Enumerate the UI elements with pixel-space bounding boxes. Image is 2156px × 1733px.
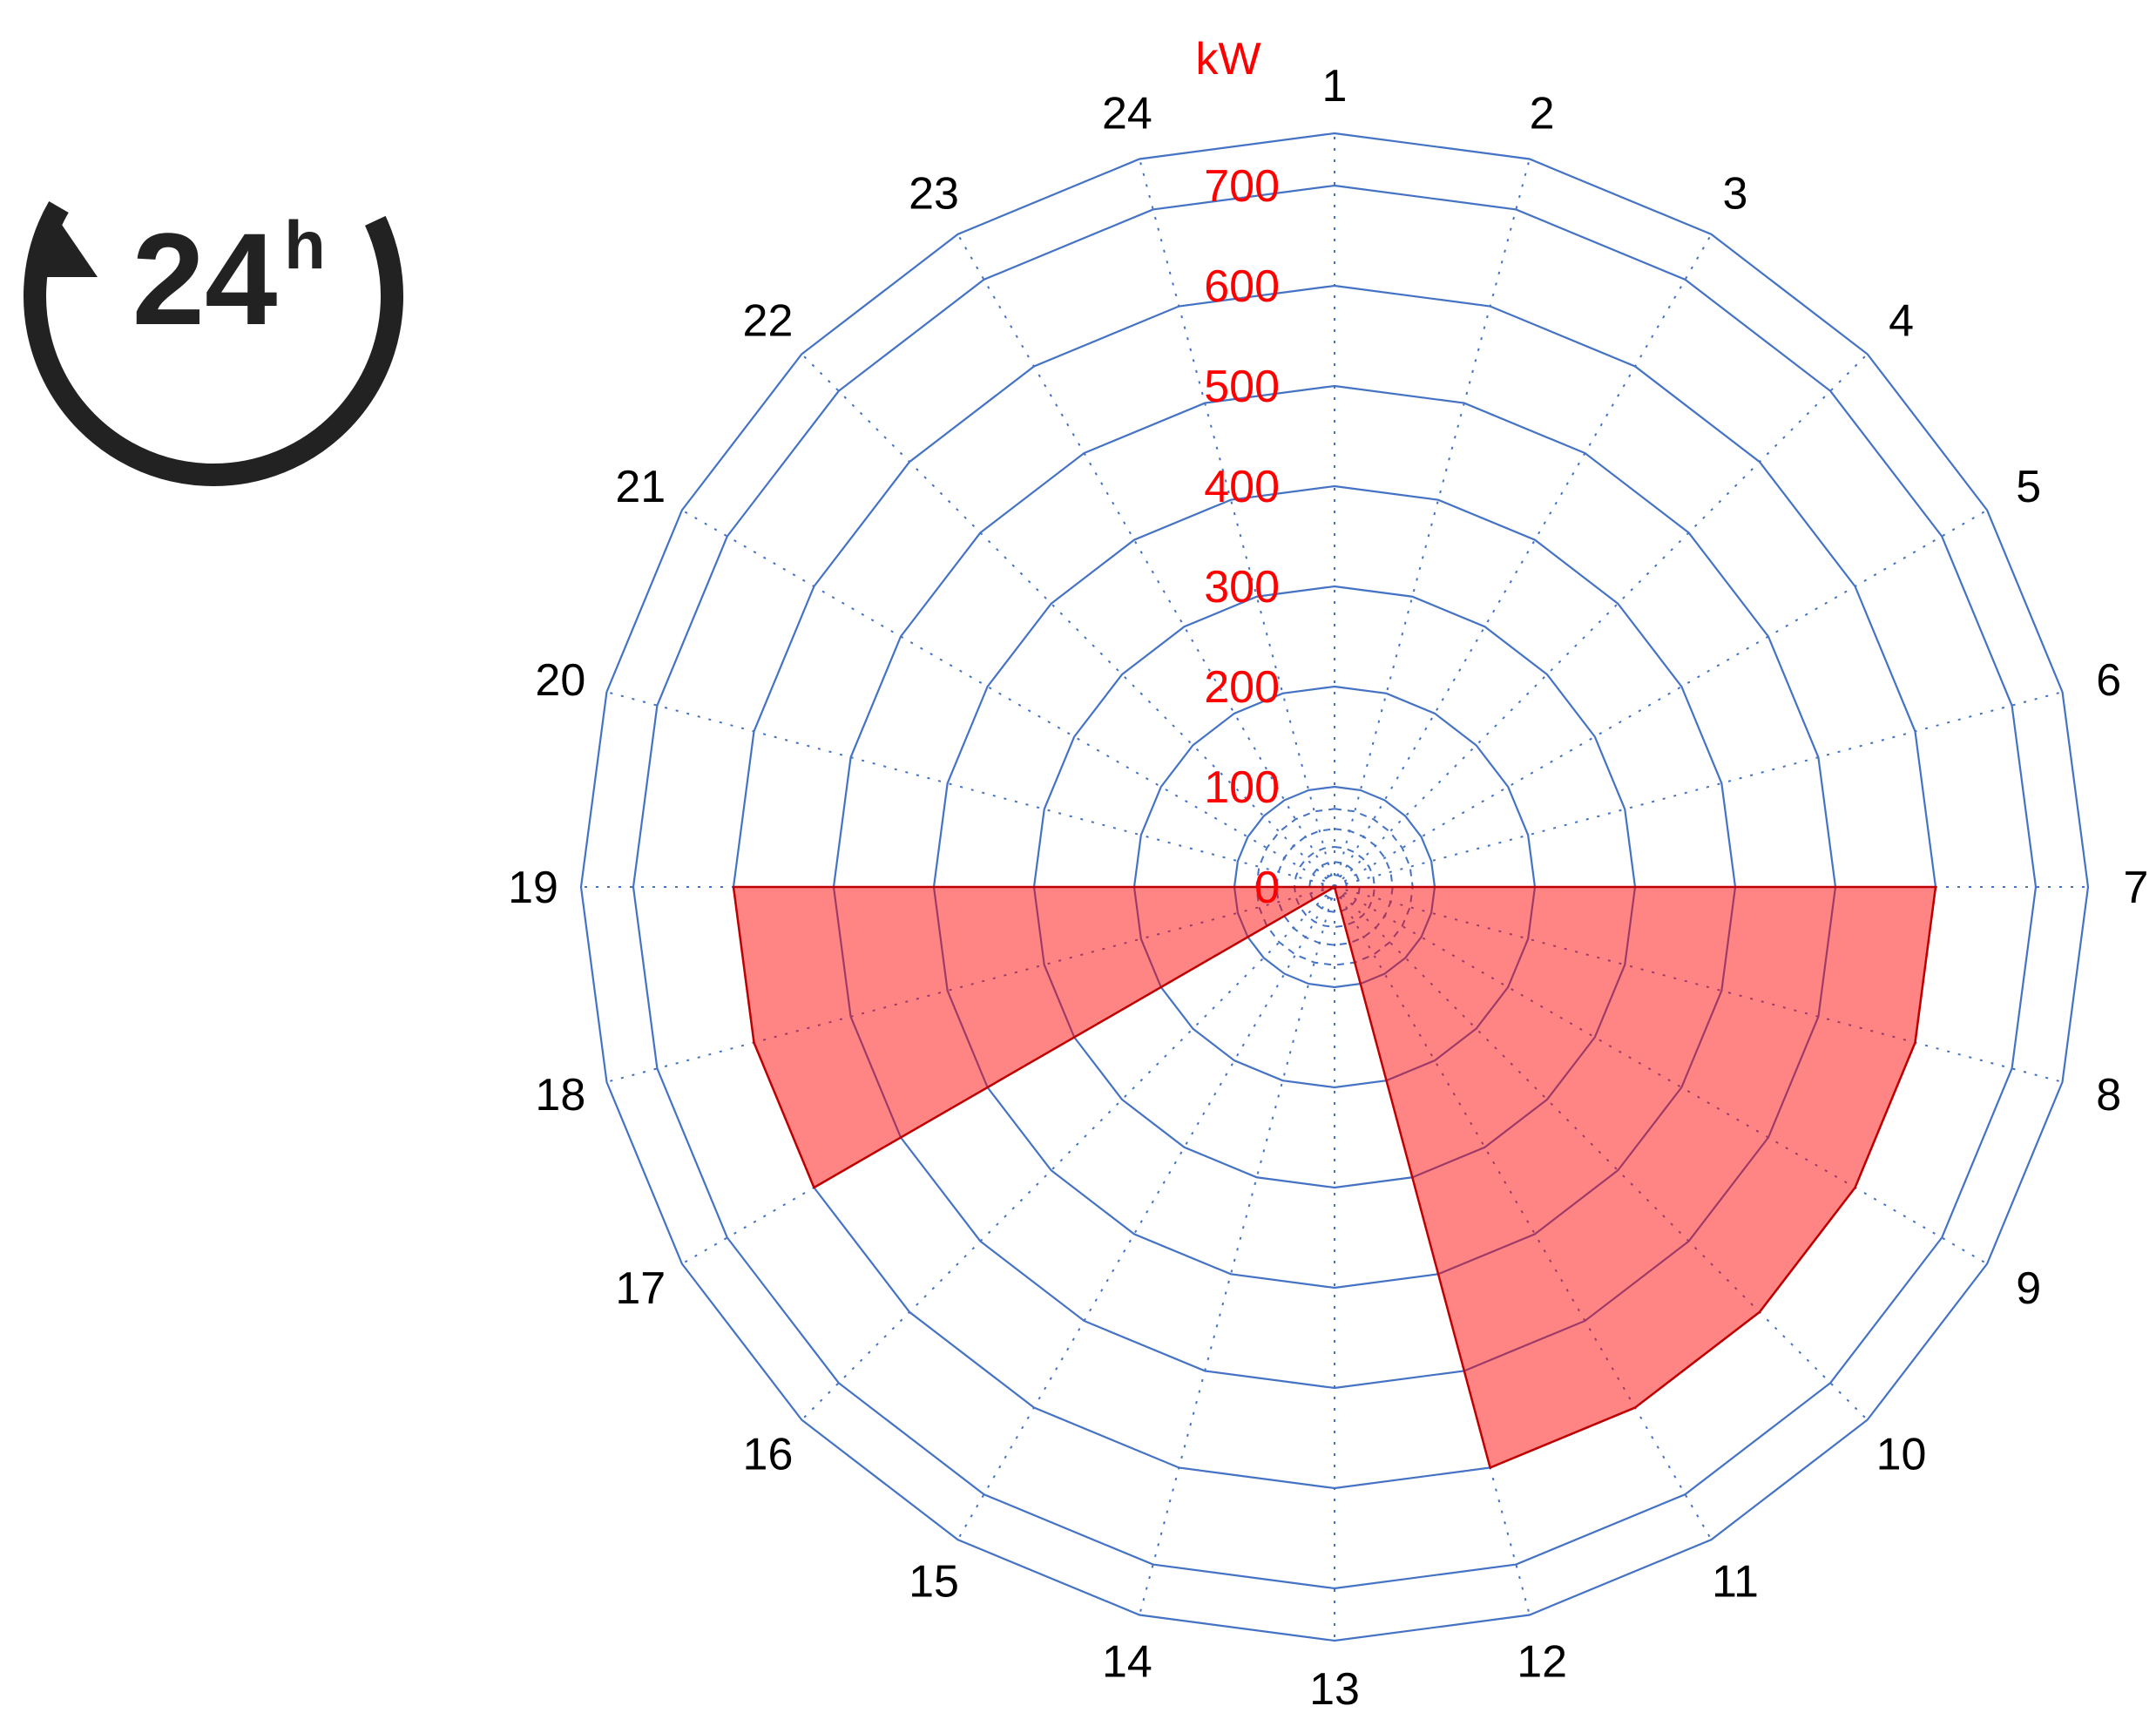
hour-label: 20 bbox=[535, 655, 585, 706]
grid-spoke bbox=[956, 234, 1335, 888]
hour-label: 8 bbox=[2096, 1070, 2121, 1120]
unit-label: kW bbox=[1195, 34, 1260, 85]
hour-label: 21 bbox=[615, 462, 666, 512]
grid-spoke bbox=[606, 886, 1335, 1083]
grid-spoke bbox=[681, 509, 1335, 888]
grid-spoke bbox=[801, 353, 1335, 888]
grid-spoke bbox=[1334, 886, 2063, 1083]
grid-spoke bbox=[1334, 886, 1988, 1265]
hour-label: 13 bbox=[1309, 1664, 1360, 1715]
radial-tick-label: 400 bbox=[1204, 462, 1280, 512]
hour-label: 11 bbox=[1712, 1557, 1759, 1608]
grid-ring bbox=[1032, 585, 1637, 1189]
grid-spoke bbox=[1334, 159, 1531, 888]
grid-spoke bbox=[956, 886, 1335, 1540]
radial-tick-labels: 0 100 200 300 400 500 600 700 bbox=[1204, 161, 1280, 913]
grid-ring bbox=[1255, 808, 1414, 966]
grid-ring bbox=[1233, 785, 1436, 989]
radial-tick-label: 200 bbox=[1204, 662, 1280, 713]
grid-spoke bbox=[1139, 159, 1335, 888]
grid-outer-ring bbox=[579, 132, 2090, 1642]
hour-label: 9 bbox=[2016, 1263, 2041, 1314]
grid-spoke bbox=[1334, 886, 1869, 1421]
radial-tick-label: 100 bbox=[1204, 762, 1280, 813]
24h-cycle-icon: 24 h bbox=[24, 201, 403, 486]
hour-label: 24 bbox=[1102, 88, 1152, 139]
radial-tick-label: 500 bbox=[1204, 362, 1280, 412]
hour-label: 2 bbox=[1530, 88, 1555, 139]
grid-ring bbox=[1293, 845, 1376, 929]
grid-ring bbox=[932, 484, 1737, 1290]
icon-number: 24 bbox=[132, 206, 278, 352]
hour-label: 5 bbox=[2016, 462, 2041, 512]
hour-label: 3 bbox=[1723, 168, 1748, 219]
hour-label: 18 bbox=[535, 1070, 585, 1120]
icon-suffix: h bbox=[284, 206, 326, 283]
grid-spoke bbox=[1334, 234, 1713, 888]
series-area bbox=[732, 885, 1937, 1469]
hour-label: 22 bbox=[743, 295, 794, 346]
grid-spoke bbox=[1139, 886, 1335, 1615]
hour-label: 6 bbox=[2096, 655, 2121, 706]
hour-label: 17 bbox=[615, 1263, 666, 1314]
hour-label: 12 bbox=[1517, 1637, 1567, 1688]
radial-tick-label: 300 bbox=[1204, 562, 1280, 613]
grid-spoke bbox=[606, 691, 1335, 888]
hour-label: 14 bbox=[1102, 1637, 1152, 1688]
grid-spoke bbox=[1334, 691, 2063, 888]
grid-spoke bbox=[1334, 886, 1713, 1540]
hour-label: 4 bbox=[1889, 295, 1914, 346]
hour-label: 16 bbox=[743, 1430, 794, 1480]
hour-label: 23 bbox=[909, 168, 959, 219]
hour-label: 7 bbox=[2124, 863, 2149, 913]
grid-ring bbox=[1132, 685, 1537, 1089]
grid-spoke bbox=[1334, 353, 1869, 888]
series-layer bbox=[732, 885, 1937, 1469]
grid-spoke bbox=[1334, 509, 1988, 888]
radial-tick-label: 700 bbox=[1204, 161, 1280, 212]
grid-ring bbox=[632, 184, 2038, 1590]
hour-label: 19 bbox=[508, 863, 558, 913]
hour-label: 1 bbox=[1322, 61, 1348, 112]
hour-label: 15 bbox=[909, 1557, 959, 1608]
radial-tick-label: 600 bbox=[1204, 261, 1280, 312]
grid-spoke bbox=[801, 886, 1335, 1421]
radial-tick-label: 0 bbox=[1254, 863, 1280, 913]
hour-label: 10 bbox=[1876, 1430, 1927, 1480]
